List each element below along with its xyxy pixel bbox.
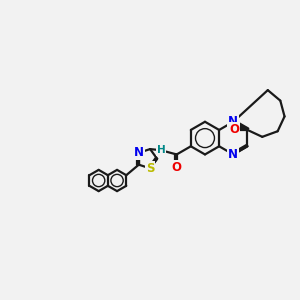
Text: H: H bbox=[157, 145, 165, 155]
Text: N: N bbox=[134, 146, 144, 159]
Text: N: N bbox=[228, 115, 238, 128]
Text: O: O bbox=[230, 123, 239, 136]
Text: O: O bbox=[172, 161, 182, 174]
Text: N: N bbox=[228, 148, 238, 161]
Text: S: S bbox=[146, 162, 154, 175]
